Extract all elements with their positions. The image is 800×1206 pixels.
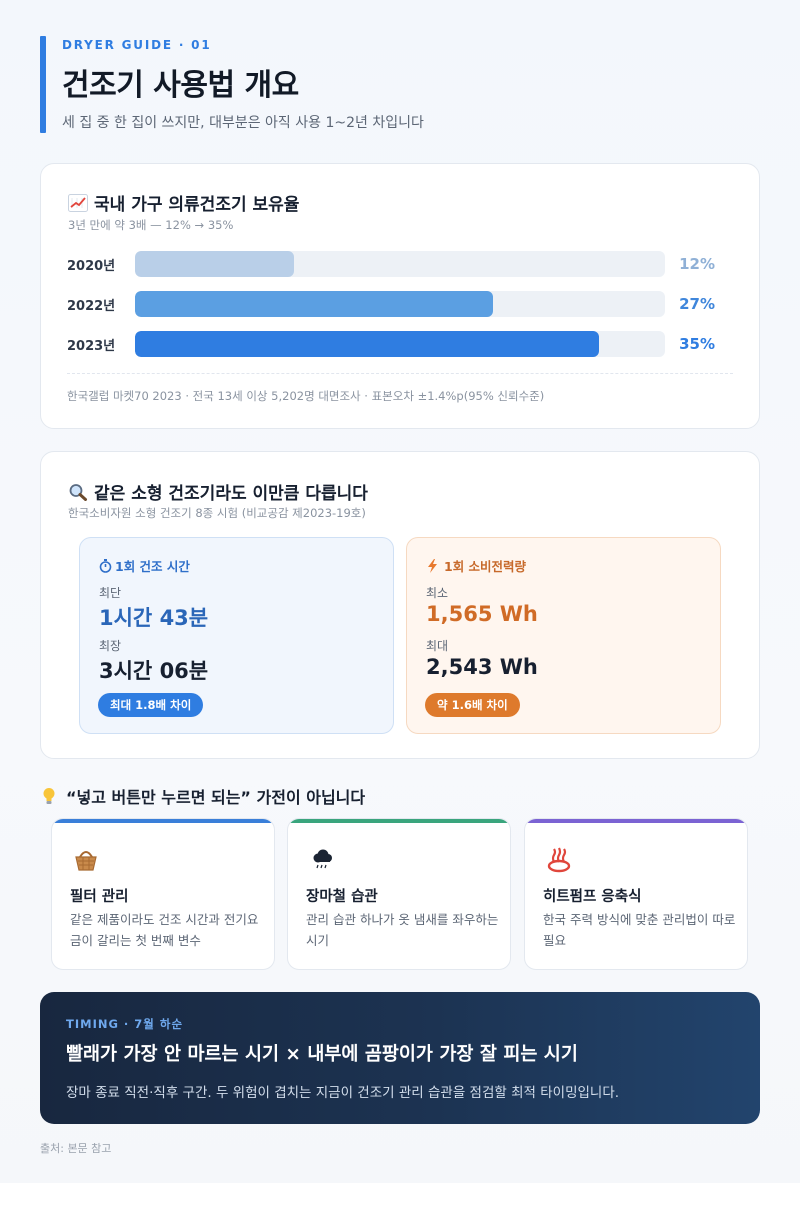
drying-time-diff-badge: 최대 1.8배 차이 — [98, 693, 204, 717]
power-header: 1회 소비전력량 — [426, 556, 526, 575]
page-subtitle: 세 집 중 한 집이 쓰지만, 대부분은 아직 사용 1~2년 차입니다 — [62, 115, 424, 131]
bar — [135, 291, 493, 317]
tip-card-accent — [525, 819, 747, 823]
bar-value-label: 27% — [679, 295, 715, 313]
stopwatch-icon — [99, 559, 112, 573]
tip-card-title: 히트펌프 응축식 — [543, 889, 642, 905]
drying-time-min-value: 1시간 43분 — [99, 606, 209, 630]
page-bottom-strip — [0, 1183, 800, 1206]
drying-time-label: 1회 건조 시간 — [115, 559, 190, 574]
bar-category-label: 2022년 — [67, 299, 116, 314]
page-title: 건조기 사용법 개요 — [62, 68, 299, 103]
tip-card-desc: 같은 제품이라도 건조 시간과 전기요금이 갈리는 첫 번째 변수 — [70, 912, 259, 948]
hot-springs-icon — [545, 845, 573, 879]
power-diff-badge: 약 1.6배 차이 — [425, 693, 520, 717]
tip-card-accent — [52, 819, 274, 823]
compare-card: 같은 소형 건조기라도 이만큼 다릅니다 한국소비자원 소형 건조기 8종 시험… — [40, 451, 760, 759]
timing-tag: TIMING · 7월 하순 — [66, 1017, 184, 1031]
bar-row: 2023년 35% — [67, 331, 727, 357]
eyebrow-label: DRYER GUIDE · 01 — [62, 38, 212, 52]
tip-card-title: 장마철 습관 — [306, 889, 378, 905]
tip-card-filter: 필터 관리 같은 제품이라도 건조 시간과 전기요금이 갈리는 첫 번째 변수 — [51, 818, 275, 970]
power-min-label: 최소 — [426, 586, 449, 600]
bar-value-label: 35% — [679, 335, 715, 353]
bar-track — [135, 251, 665, 277]
tips-heading: “넣고 버튼만 누르면 되는” 가전이 아닙니다 — [66, 788, 366, 807]
tip-card-heat-pump: 히트펌프 응축식 한국 주력 방식에 맞춘 관리법이 따로 필요 — [524, 818, 748, 970]
ownership-title-row: 국내 가구 의류건조기 보유율 — [68, 190, 299, 215]
tip-card-desc: 관리 습관 하나가 옷 냄새를 좌우하는 시기 — [306, 912, 499, 948]
ownership-subtitle: 3년 만에 약 3배 — 12% → 35% — [68, 218, 234, 232]
chart-up-icon — [68, 194, 88, 212]
footer-source: 출처: 본문 참고 — [40, 1142, 112, 1155]
drying-time-max-value: 3시간 06분 — [99, 659, 209, 683]
timing-banner: TIMING · 7월 하순 빨래가 가장 안 마르는 시기 × 내부에 곰팡이… — [40, 992, 760, 1124]
header-accent-bar — [40, 36, 46, 133]
drying-time-min-label: 최단 — [99, 586, 122, 600]
power-min-value: 1,565 Wh — [426, 602, 538, 626]
compare-title-row: 같은 소형 건조기라도 이만큼 다릅니다 — [68, 479, 368, 504]
timing-desc: 장마 종료 직전·직후 구간. 두 위험이 겹치는 지금이 건조기 관리 습관을… — [66, 1085, 620, 1101]
bar-row: 2020년 12% — [67, 251, 727, 277]
tip-card-accent — [288, 819, 510, 823]
lightbulb-icon — [42, 787, 56, 805]
drying-time-header: 1회 건조 시간 — [99, 556, 190, 575]
power-consumption-box: 1회 소비전력량 최소 1,565 Wh 최대 2,543 Wh 약 1.6배 … — [406, 537, 721, 734]
bar-track — [135, 331, 665, 357]
compare-title: 같은 소형 건조기라도 이만큼 다릅니다 — [94, 484, 368, 504]
bar-category-label: 2020년 — [67, 259, 116, 274]
bar-track — [135, 291, 665, 317]
magnifier-icon — [68, 483, 88, 501]
power-max-value: 2,543 Wh — [426, 655, 538, 679]
tip-card-desc: 한국 주력 방식에 맞춘 관리법이 따로 필요 — [543, 912, 736, 948]
tips-heading-row: “넣고 버튼만 누르면 되는” 가전이 아닙니다 — [42, 784, 365, 808]
power-max-label: 최대 — [426, 639, 449, 653]
bar-row: 2022년 27% — [67, 291, 727, 317]
tip-card-title: 필터 관리 — [70, 889, 129, 905]
compare-subtitle: 한국소비자원 소형 건조기 8종 시험 (비교공감 제2023-19호) — [68, 506, 366, 520]
bar — [135, 251, 294, 277]
lightning-icon — [426, 559, 439, 573]
drying-time-max-label: 최장 — [99, 639, 122, 653]
ownership-title: 국내 가구 의류건조기 보유율 — [94, 195, 300, 215]
bar — [135, 331, 599, 357]
ownership-source: 한국갤럽 마켓70 2023 · 전국 13세 이상 5,202명 대면조사 ·… — [67, 389, 545, 403]
ownership-card: 국내 가구 의류건조기 보유율 3년 만에 약 3배 — 12% → 35% 2… — [40, 163, 760, 429]
timing-title: 빨래가 가장 안 마르는 시기 × 내부에 곰팡이가 가장 잘 피는 시기 — [66, 1044, 578, 1065]
card-divider — [67, 373, 733, 374]
bar-category-label: 2023년 — [67, 339, 116, 354]
tip-card-rainy-season: 장마철 습관 관리 습관 하나가 옷 냄새를 좌우하는 시기 — [287, 818, 511, 970]
bar-value-label: 12% — [679, 255, 715, 273]
rain-cloud-icon — [308, 845, 336, 879]
basket-icon — [72, 845, 100, 879]
power-label: 1회 소비전력량 — [444, 559, 527, 574]
drying-time-box: 1회 건조 시간 최단 1시간 43분 최장 3시간 06분 최대 1.8배 차… — [79, 537, 394, 734]
page-header: DRYER GUIDE · 01 건조기 사용법 개요 세 집 중 한 집이 쓰… — [40, 36, 760, 133]
